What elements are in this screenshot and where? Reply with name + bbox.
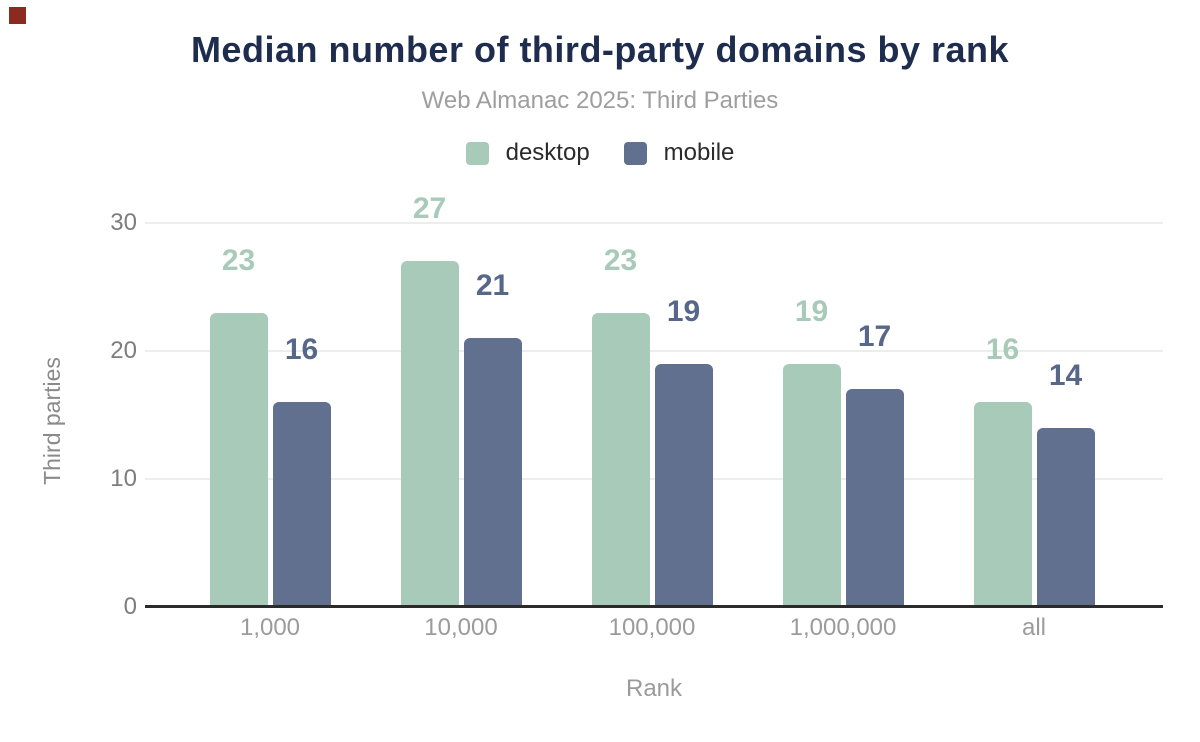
legend-item-desktop[interactable]: desktop	[465, 139, 590, 166]
x-axis-title: Rank	[625, 675, 683, 702]
bar-mobile-1,000,000[interactable]	[845, 389, 904, 607]
y-axis-title: Third parties	[39, 357, 65, 485]
legend-label: desktop	[505, 139, 590, 166]
legend-swatch-desktop-icon	[465, 141, 489, 165]
bar-value-mobile-1,000,000: 17	[857, 320, 892, 354]
gridline	[145, 222, 1163, 224]
bar-desktop-100,000[interactable]	[591, 312, 650, 607]
gridline	[145, 350, 1163, 352]
red-corner-square	[9, 7, 26, 24]
x-tick-label: 100,000	[608, 614, 696, 641]
bar-value-desktop-1,000,000: 19	[794, 294, 829, 328]
bar-desktop-1,000,000[interactable]	[782, 363, 841, 607]
bar-mobile-100,000[interactable]	[654, 363, 713, 607]
bar-value-desktop-all: 16	[985, 333, 1020, 367]
bar-value-mobile-all: 14	[1048, 358, 1083, 392]
bar-value-mobile-1,000: 16	[284, 333, 319, 367]
x-tick-label: 1,000	[239, 614, 301, 641]
y-tick-label: 20	[110, 337, 137, 364]
bar-desktop-all[interactable]	[973, 402, 1032, 607]
bar-mobile-1,000[interactable]	[272, 402, 331, 607]
y-tick-label: 10	[110, 465, 137, 492]
y-tick-label: 0	[123, 593, 137, 620]
bar-value-desktop-10,000: 27	[412, 192, 447, 226]
bar-desktop-1,000[interactable]	[209, 312, 268, 607]
bar-mobile-all[interactable]	[1036, 427, 1095, 607]
gridline	[145, 478, 1163, 480]
legend-item-mobile[interactable]: mobile	[623, 139, 735, 166]
x-axis-line	[145, 605, 1163, 608]
legend-label: mobile	[663, 139, 735, 166]
x-tick-label: all	[1021, 614, 1046, 641]
x-tick-label: 10,000	[424, 614, 498, 641]
bar-value-mobile-100,000: 19	[666, 294, 701, 328]
bar-mobile-10,000[interactable]	[463, 338, 522, 607]
y-tick-label: 30	[110, 209, 137, 236]
bar-value-desktop-1,000: 23	[221, 243, 256, 277]
bar-value-desktop-100,000: 23	[603, 243, 638, 277]
chart-subtitle: Web Almanac 2025: Third Parties	[421, 87, 779, 114]
bar-value-mobile-10,000: 21	[475, 269, 510, 303]
x-tick-label: 1,000,000	[789, 614, 897, 641]
legend: desktop mobile	[0, 141, 1200, 165]
bar-desktop-10,000[interactable]	[400, 261, 459, 607]
chart-title: Median number of third-party domains by …	[190, 29, 1010, 70]
legend-swatch-mobile-icon	[623, 141, 647, 165]
